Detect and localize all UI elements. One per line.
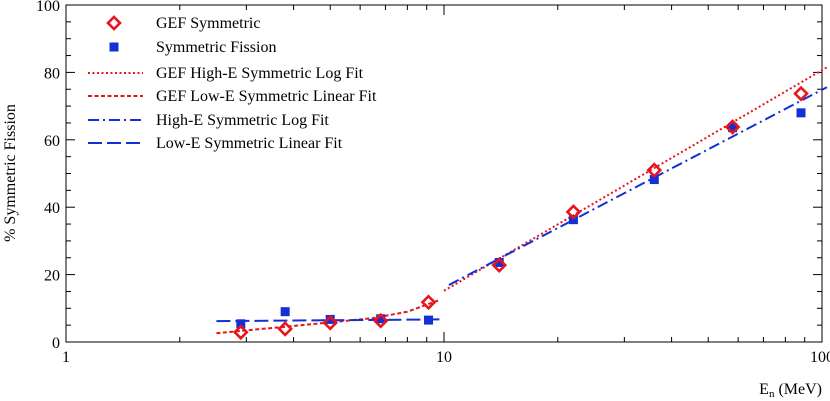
gef-symmetric-point <box>232 324 249 341</box>
gef-symmetric-point <box>646 162 663 178</box>
gef-symmetric-point <box>322 314 339 331</box>
y-tick-label: 20 <box>44 268 60 285</box>
y-tick-label: 40 <box>44 200 60 217</box>
gef-symmetric-point <box>565 204 582 220</box>
y-axis-ticks: 0 20 40 60 80 100 <box>36 0 822 352</box>
gef-symmetric-point <box>372 312 389 329</box>
legend-label: Low-E Symmetric Linear Fit <box>156 135 343 152</box>
legend-label: GEF High-E Symmetric Log Fit <box>156 65 364 82</box>
data-markers <box>232 85 809 341</box>
x-axis-ticks: 1 10 100 <box>62 5 830 366</box>
symmetric-fission-point <box>424 315 434 325</box>
gef-symmetric-point <box>793 85 809 102</box>
y-tick-label: 60 <box>44 133 60 150</box>
x-tick-label: 10 <box>436 349 452 366</box>
gef-symmetric-point <box>491 257 508 274</box>
x-axis-label-units: (MeV) <box>774 381 822 398</box>
fit-line <box>448 86 828 286</box>
symmetric-fission-point <box>236 319 246 329</box>
x-tick-label: 1 <box>62 349 70 366</box>
symmetric-fission-point <box>280 307 290 317</box>
symmetric-fission-point <box>494 257 504 267</box>
x-axis-label-main: E <box>759 381 769 398</box>
symmetric-fission-point <box>376 314 386 324</box>
symmetric-fission-point <box>649 175 659 185</box>
symmetric-fission-point <box>325 314 335 324</box>
y-tick-label: 100 <box>36 0 60 15</box>
legend-square-marker <box>109 42 119 52</box>
legend-label: Symmetric Fission <box>156 39 276 56</box>
legend-label: GEF Low-E Symmetric Linear Fit <box>156 88 377 105</box>
x-axis-label-subscript: n <box>769 388 775 400</box>
gef-symmetric-point <box>724 119 741 135</box>
symmetric-fission-point <box>728 123 738 133</box>
legend-label: High-E Symmetric Log Fit <box>156 112 329 129</box>
gef-symmetric-point <box>420 294 437 311</box>
legend-diamond-marker <box>106 15 122 31</box>
x-tick-label: 100 <box>810 349 830 366</box>
legend: GEF Symmetric Symmetric Fission GEF High-E… <box>88 15 377 152</box>
y-axis-label: % Symmetric Fission <box>2 104 19 242</box>
symmetric-fission-point <box>796 108 806 118</box>
y-tick-label: 80 <box>44 65 60 82</box>
fit-line <box>443 66 828 292</box>
legend-label: GEF Symmetric <box>156 15 260 32</box>
x-axis-label: En (MeV) <box>759 381 822 400</box>
fit-lines <box>216 66 828 335</box>
fit-line <box>216 299 440 335</box>
gef-symmetric-point <box>277 321 293 337</box>
y-tick-label: 0 <box>52 335 60 352</box>
